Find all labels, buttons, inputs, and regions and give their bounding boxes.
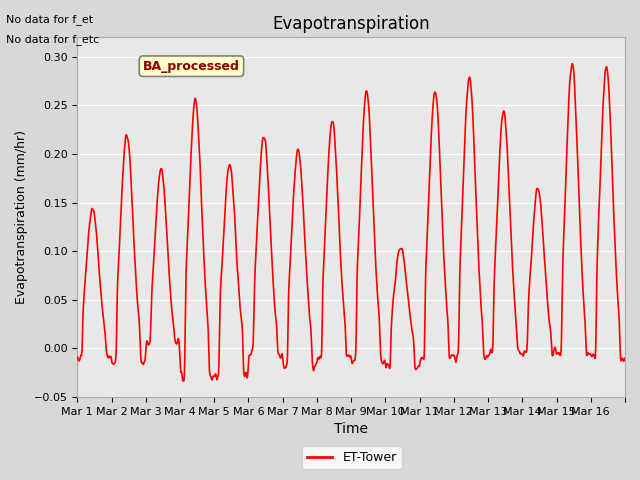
Text: No data for f_etc: No data for f_etc [6, 34, 100, 45]
X-axis label: Time: Time [334, 422, 368, 436]
Y-axis label: Evapotranspiration (mm/hr): Evapotranspiration (mm/hr) [15, 130, 28, 304]
Legend: ET-Tower: ET-Tower [302, 446, 402, 469]
Text: No data for f_et: No data for f_et [6, 14, 93, 25]
Title: Evapotranspiration: Evapotranspiration [273, 15, 430, 33]
Text: BA_processed: BA_processed [143, 60, 240, 72]
